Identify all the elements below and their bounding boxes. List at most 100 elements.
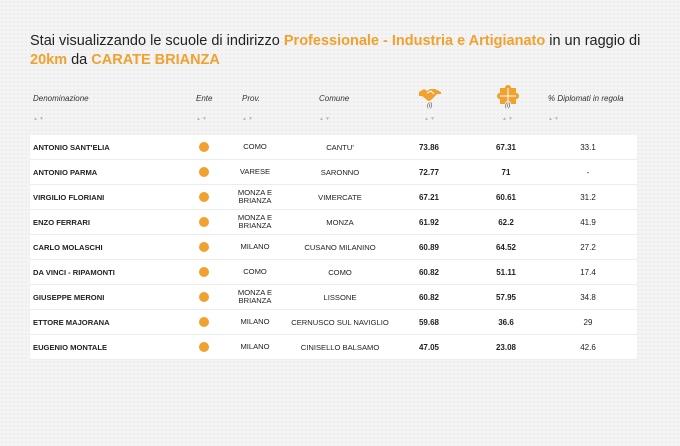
ente-cell	[198, 310, 210, 334]
comune-cell: CINISELLO BALSAMO	[300, 342, 380, 352]
ente-status-icon	[199, 317, 209, 327]
school-name[interactable]: ANTONIO SANT'ELIA	[33, 142, 110, 152]
comune-cell: CERNUSCO SUL NAVIGLIO	[291, 317, 389, 327]
prov-cell: COMO	[243, 142, 267, 151]
col-prov[interactable]: Prov.	[242, 94, 261, 103]
puzzle-icon[interactable]	[496, 85, 520, 105]
handshake-icon[interactable]	[418, 85, 442, 105]
index2-value: 51.11	[496, 267, 516, 277]
diplomati-value: -	[586, 167, 590, 177]
ente-cell	[198, 260, 210, 284]
diplomati-value: 41.9	[580, 217, 596, 227]
ente-cell	[198, 235, 210, 259]
col-diplomati[interactable]: % Diplomati in regola	[548, 94, 624, 103]
diplomati-value: 31.2	[580, 192, 596, 202]
table-row[interactable]: CARLO MOLASCHI MILANO CUSANO MILANINO 60.89…	[30, 235, 637, 260]
school-name[interactable]: ENZO FERRARI	[33, 217, 90, 227]
comune-cell: CANTU'	[326, 142, 354, 152]
index1-value: 67.21	[418, 192, 440, 202]
diplomati-value: 42.6	[580, 342, 596, 352]
ente-status-icon	[199, 142, 209, 152]
table-row[interactable]: VIRGILIO FLORIANI MONZA E BRIANZA VIMERCAT…	[30, 185, 637, 210]
info2-icon[interactable]: (i)	[505, 103, 511, 109]
col-ente[interactable]: Ente	[196, 94, 213, 103]
ente-status-icon	[199, 167, 209, 177]
ente-cell	[198, 185, 210, 209]
school-name[interactable]: DA VINCI - RIPAMONTI	[33, 267, 115, 277]
prov-cell: MILANO	[240, 317, 270, 326]
sort-diplomati-icon[interactable]: ▲▼	[548, 116, 560, 122]
ente-status-icon	[199, 192, 209, 202]
table-row[interactable]: ANTONIO PARMA VARESE SARONNO 72.77 71 -	[30, 160, 637, 185]
index1-value: 60.82	[418, 267, 440, 277]
heading-prefix: Stai visualizzando le scuole di indirizz…	[30, 33, 284, 49]
index2-value: 57.95	[495, 292, 517, 302]
comune-cell: COMO	[328, 267, 352, 277]
diplomati-value: 34.8	[580, 292, 596, 302]
index2-value: 64.52	[495, 242, 517, 252]
ente-cell	[198, 285, 210, 309]
schools-table: Denominazione ▲▼ Ente ▲▼ Prov. ▲▼ Comune…	[30, 85, 637, 360]
index2-value: 62.2	[498, 217, 514, 227]
heading-citta: CARATE BRIANZA	[91, 52, 220, 68]
ente-status-icon	[199, 342, 209, 352]
prov-cell: MONZA E BRIANZA	[237, 213, 273, 230]
info1-icon[interactable]: (i)	[427, 103, 433, 109]
index2-value: 71	[501, 167, 511, 177]
heading-middle: in un raggio di	[545, 33, 641, 49]
school-name[interactable]: CARLO MOLASCHI	[33, 242, 103, 252]
ente-status-icon	[199, 292, 209, 302]
sort-ente-icon[interactable]: ▲▼	[196, 116, 208, 122]
heading-indirizzo: Professionale - Industria e Artigianato	[283, 33, 546, 49]
diplomati-value: 29	[583, 317, 593, 327]
index1-value: 72.77	[418, 167, 440, 177]
comune-cell: CUSANO MILANINO	[304, 242, 376, 252]
ente-status-icon	[199, 242, 209, 252]
school-name[interactable]: ANTONIO PARMA	[33, 167, 98, 177]
heading-raggio: 20km	[30, 52, 68, 68]
page-heading: Stai visualizzando le scuole di indirizz…	[30, 32, 670, 70]
comune-cell: SARONNO	[320, 167, 360, 177]
table-row[interactable]: ENZO FERRARI MONZA E BRIANZA MONZA 61.92 62.…	[30, 210, 637, 235]
school-name[interactable]: EUGENIO MONTALE	[33, 342, 108, 352]
ente-cell	[198, 335, 210, 359]
comune-cell: LISSONE	[323, 292, 357, 302]
index2-value: 36.6	[498, 317, 514, 327]
school-name[interactable]: VIRGILIO FLORIANI	[33, 192, 105, 202]
prov-cell: MONZA E BRIANZA	[237, 288, 273, 305]
col-denominazione[interactable]: Denominazione	[33, 94, 89, 103]
table-row[interactable]: EUGENIO MONTALE MILANO CINISELLO BALSAMO 47…	[30, 335, 637, 360]
sort-col6-icon[interactable]: ▲▼	[502, 116, 514, 122]
diplomati-value: 17.4	[580, 267, 596, 277]
heading-da: da	[67, 52, 92, 68]
sort-comune-icon[interactable]: ▲▼	[319, 116, 331, 122]
sort-prov-icon[interactable]: ▲▼	[242, 116, 254, 122]
table-body: ANTONIO SANT'ELIA COMO CANTU' 73.86 67.31 33.…	[30, 135, 637, 360]
index1-value: 59.68	[418, 317, 440, 327]
ente-status-icon	[199, 267, 209, 277]
school-name[interactable]: ETTORE MAJORANA	[33, 317, 110, 327]
table-row[interactable]: ETTORE MAJORANA MILANO CERNUSCO SUL NAVIGL…	[30, 310, 637, 335]
prov-cell: MILANO	[240, 342, 270, 351]
col-comune[interactable]: Comune	[319, 94, 350, 103]
ente-cell	[198, 160, 210, 184]
diplomati-value: 27.2	[580, 242, 596, 252]
prov-cell: MILANO	[240, 242, 270, 251]
ente-status-icon	[199, 217, 209, 227]
school-name[interactable]: GIUSEPPE MERONI	[33, 292, 105, 302]
comune-cell: VIMERCATE	[318, 192, 362, 202]
index1-value: 47.05	[418, 342, 440, 352]
comune-cell: MONZA	[326, 217, 354, 227]
table-row[interactable]: GIUSEPPE MERONI MONZA E BRIANZA LISSONE 60.…	[30, 285, 637, 310]
sort-col5-icon[interactable]: ▲▼	[424, 116, 436, 122]
sort-denominazione-icon[interactable]: ▲▼	[33, 116, 45, 122]
index1-value: 61.92	[418, 217, 440, 227]
index2-value: 67.31	[495, 142, 517, 152]
prov-cell: COMO	[243, 267, 267, 276]
prov-cell: MONZA E BRIANZA	[237, 188, 273, 205]
table-row[interactable]: DA VINCI - RIPAMONTI COMO COMO 60.82 51.11 17…	[30, 260, 637, 285]
diplomati-value: 33.1	[580, 142, 596, 152]
index2-value: 23.08	[495, 342, 517, 352]
table-row[interactable]: ANTONIO SANT'ELIA COMO CANTU' 73.86 67.31 33.…	[30, 135, 637, 160]
index1-value: 73.86	[418, 142, 440, 152]
